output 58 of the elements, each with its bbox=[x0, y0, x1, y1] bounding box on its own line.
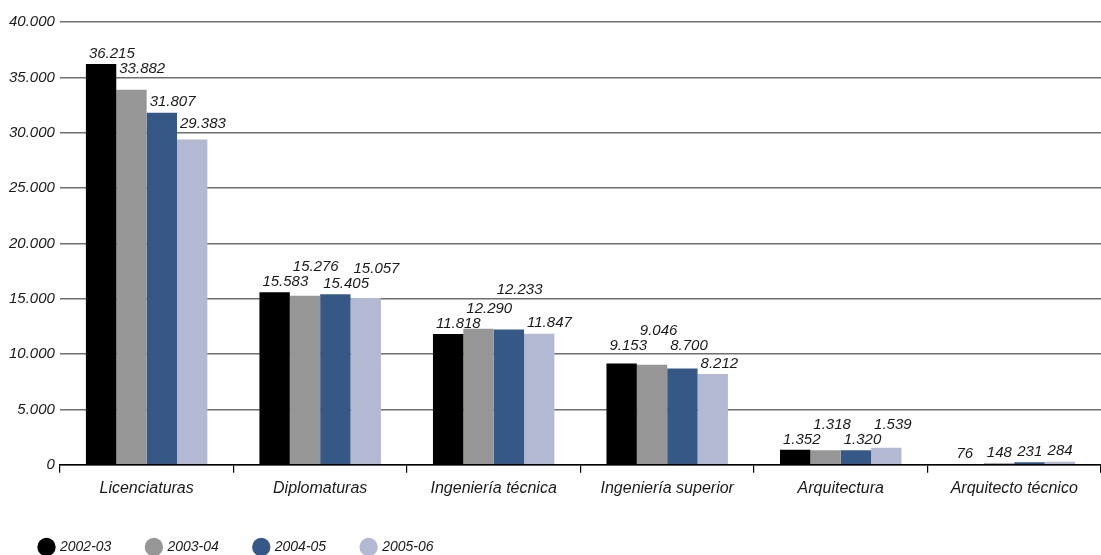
data-label: 15.583 bbox=[262, 271, 309, 289]
data-label: 1.539 bbox=[874, 414, 913, 432]
data-label: 231 bbox=[1016, 441, 1043, 459]
legend-label: 2004-05 bbox=[273, 537, 327, 554]
x-tick-label: Ingeniería superior bbox=[600, 478, 735, 496]
bar bbox=[636, 364, 668, 465]
data-label: 31.807 bbox=[149, 92, 197, 110]
legend-label: 2003-04 bbox=[166, 537, 219, 554]
data-label: 11.847 bbox=[527, 313, 573, 331]
data-label: 8.700 bbox=[670, 335, 709, 353]
bar bbox=[146, 112, 178, 465]
bar bbox=[810, 450, 841, 465]
bar bbox=[463, 328, 494, 465]
data-label: 1.352 bbox=[782, 429, 822, 447]
legend-label: 2005-06 bbox=[381, 537, 434, 554]
y-tick-label: 15.000 bbox=[8, 288, 56, 306]
bar bbox=[289, 295, 321, 465]
data-label: 11.818 bbox=[435, 313, 482, 331]
x-tick-label: Diplomaturas bbox=[273, 478, 368, 496]
data-label: 1.320 bbox=[843, 429, 882, 447]
bar bbox=[667, 368, 698, 465]
data-label: 15.405 bbox=[323, 273, 370, 291]
x-tick-label: Ingeniería técnica bbox=[430, 478, 557, 496]
bar bbox=[493, 329, 525, 465]
x-tick-label: Arquitecto técnico bbox=[949, 478, 1078, 496]
data-label: 12.233 bbox=[496, 280, 544, 298]
y-tick-label: 25.000 bbox=[7, 178, 56, 196]
data-label: 15.276 bbox=[292, 256, 340, 274]
bar bbox=[524, 333, 555, 465]
data-label: 29.383 bbox=[179, 114, 227, 132]
y-tick-label: 20.000 bbox=[7, 233, 56, 251]
y-tick-label: 5.000 bbox=[17, 399, 56, 417]
bar bbox=[840, 450, 872, 465]
legend-label: 2002-03 bbox=[59, 537, 112, 554]
data-label: 15.057 bbox=[353, 258, 401, 276]
bar bbox=[320, 294, 351, 465]
data-label: 8.212 bbox=[700, 353, 739, 371]
data-label: 36.215 bbox=[88, 43, 136, 61]
data-label: 284 bbox=[1046, 441, 1073, 459]
bar bbox=[697, 373, 728, 465]
bar bbox=[177, 139, 208, 465]
bar bbox=[116, 89, 147, 465]
y-tick-label: 30.000 bbox=[8, 122, 56, 140]
data-label: 33.882 bbox=[119, 59, 166, 77]
bar bbox=[350, 298, 381, 465]
data-label: 76 bbox=[956, 443, 974, 461]
y-tick-label: 40.000 bbox=[8, 12, 56, 30]
data-label: 148 bbox=[986, 442, 1013, 460]
y-tick-label: 0 bbox=[46, 454, 56, 472]
y-tick-label: 10.000 bbox=[8, 344, 56, 362]
data-label: 12.290 bbox=[466, 298, 513, 316]
y-tick-label: 35.000 bbox=[8, 67, 56, 85]
data-label: 9.046 bbox=[639, 320, 679, 338]
x-tick-label: Licenciaturas bbox=[99, 478, 194, 496]
x-tick-label: Arquitectura bbox=[796, 478, 884, 496]
data-label: 9.153 bbox=[609, 335, 648, 353]
bar bbox=[871, 447, 902, 465]
data-label: 1.318 bbox=[813, 414, 852, 432]
